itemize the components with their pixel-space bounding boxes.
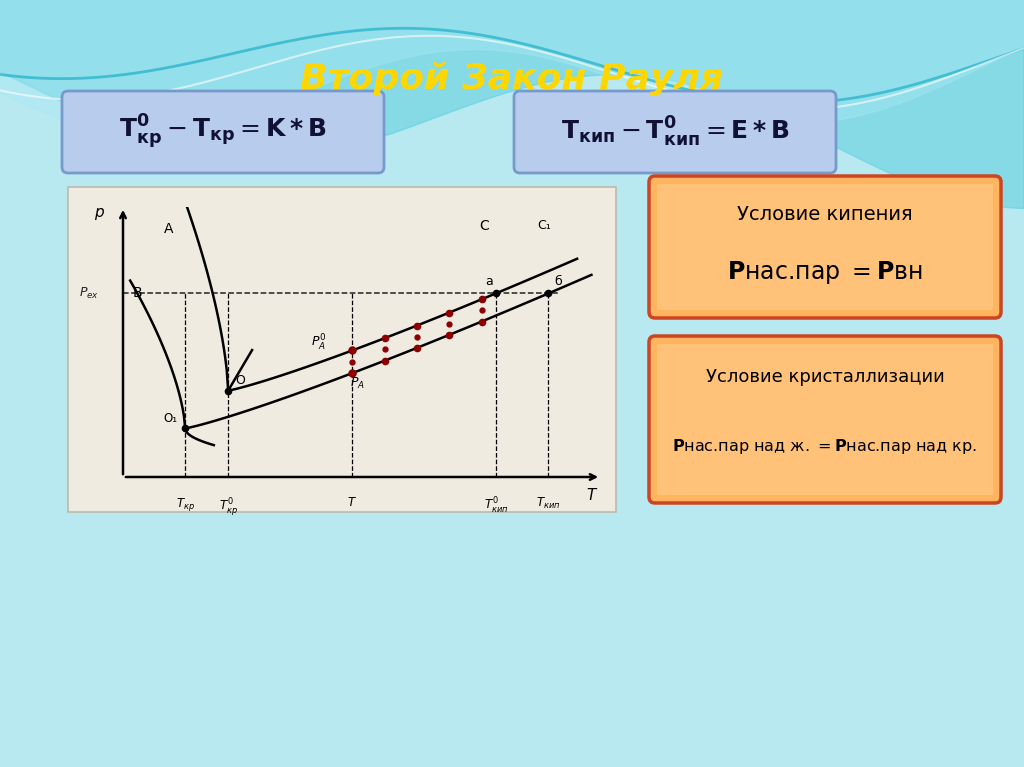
Text: A: A <box>164 222 173 235</box>
Text: $\mathbf{T}_{\mathbf{кип}} - \mathbf{T}_{\mathbf{кип}}^{\mathbf{0}} = \mathbf{E*: $\mathbf{T}_{\mathbf{кип}} - \mathbf{T}_… <box>560 115 790 149</box>
Text: б: б <box>554 275 562 288</box>
FancyBboxPatch shape <box>657 344 993 495</box>
FancyBboxPatch shape <box>649 176 1001 318</box>
Text: T: T <box>587 489 596 503</box>
Text: $T$: $T$ <box>347 496 357 509</box>
FancyBboxPatch shape <box>62 91 384 173</box>
Text: $T_{кр}^{0}$: $T_{кр}^{0}$ <box>219 496 238 518</box>
FancyBboxPatch shape <box>514 91 836 173</box>
Text: B: B <box>132 286 142 301</box>
Text: $T_{кип}$: $T_{кип}$ <box>537 496 561 511</box>
Text: $P_A$: $P_A$ <box>350 376 365 390</box>
Text: C: C <box>479 219 488 233</box>
Text: O: O <box>236 374 245 387</box>
Text: $\mathbf{P}$нас.пар над ж. $= \mathbf{P}$нас.пар над кр.: $\mathbf{P}$нас.пар над ж. $= \mathbf{P}… <box>673 437 978 456</box>
Text: $P_{ех}$: $P_{ех}$ <box>80 286 99 301</box>
Text: Условие кипения: Условие кипения <box>737 205 912 223</box>
Text: $T_{кип}^{0}$: $T_{кип}^{0}$ <box>483 496 508 516</box>
FancyBboxPatch shape <box>657 184 993 310</box>
FancyBboxPatch shape <box>649 336 1001 503</box>
Text: Второй Закон Рауля: Второй Закон Рауля <box>300 62 724 96</box>
FancyBboxPatch shape <box>68 187 616 512</box>
Text: $T_{кр}$: $T_{кр}$ <box>176 496 195 513</box>
Text: $P_A^0$: $P_A^0$ <box>311 332 327 353</box>
Text: a: a <box>484 275 493 288</box>
Text: O₁: O₁ <box>164 412 178 425</box>
Text: p: p <box>94 205 103 220</box>
Text: $\mathbf{P}$нас.пар $= \mathbf{P}$вн: $\mathbf{P}$нас.пар $= \mathbf{P}$вн <box>727 258 923 285</box>
Text: Условие кристаллизации: Условие кристаллизации <box>706 368 944 386</box>
Text: C₁: C₁ <box>537 219 551 232</box>
Text: $\mathbf{T}_{\mathbf{кр}}^{\mathbf{0}} - \mathbf{T}_{\mathbf{кр}} = \mathbf{K*B}: $\mathbf{T}_{\mathbf{кр}}^{\mathbf{0}} -… <box>119 113 327 151</box>
